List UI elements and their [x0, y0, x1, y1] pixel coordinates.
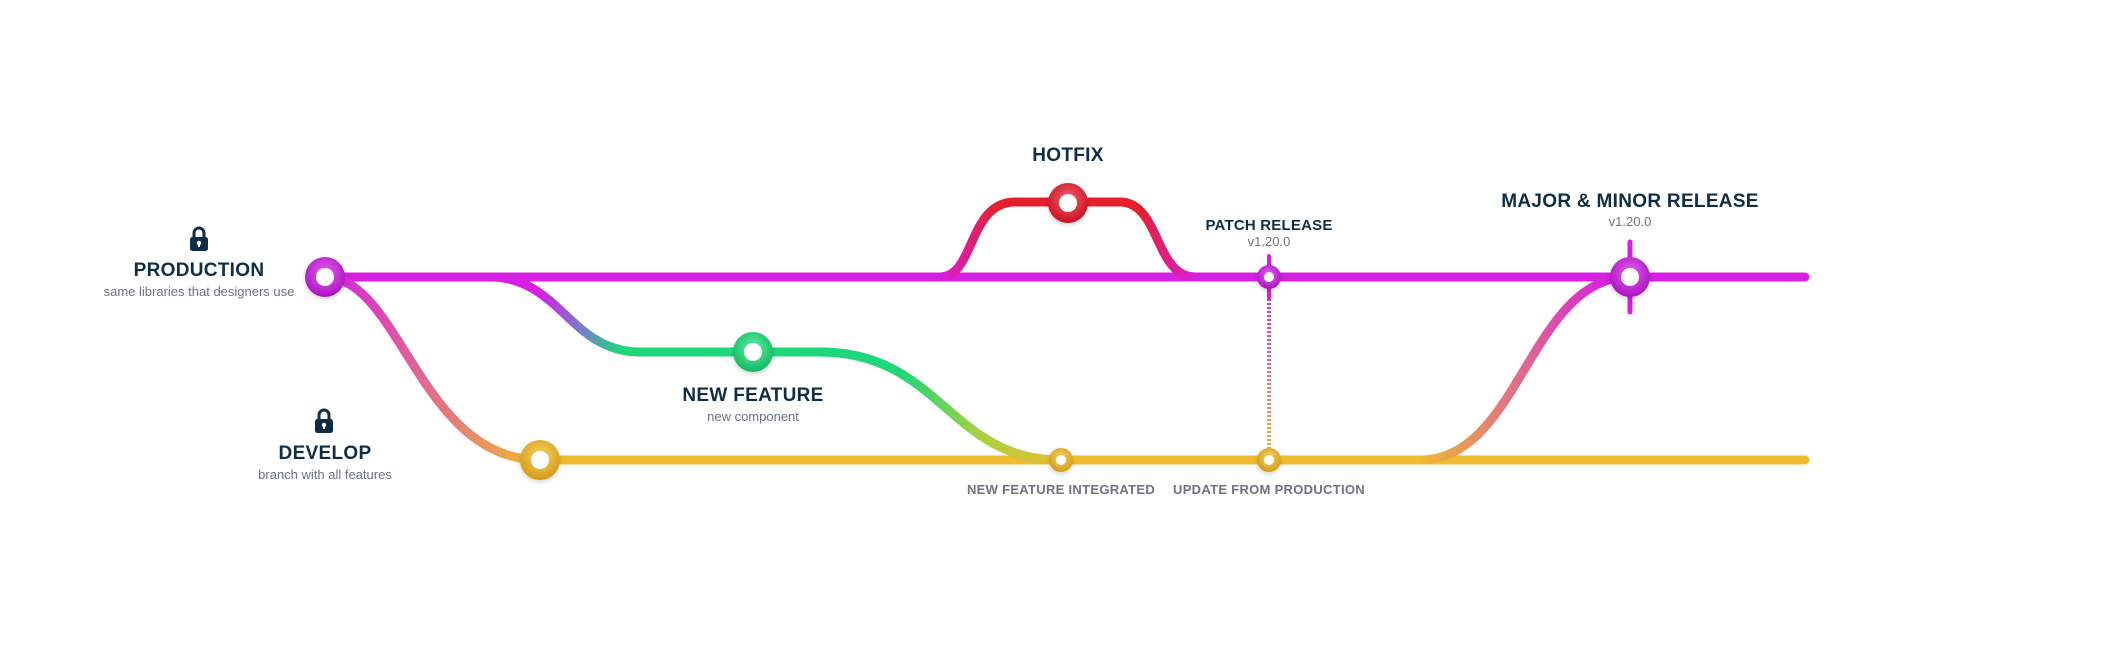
- hotfix-title: HOTFIX: [1032, 145, 1104, 166]
- production-subtitle: same libraries that designers use: [103, 284, 295, 299]
- new-feature-title: NEW FEATURE: [682, 385, 824, 406]
- new-feature-integrated-node[interactable]: [1049, 448, 1073, 472]
- update-from-production-node[interactable]: [1257, 448, 1281, 472]
- update-from-production-caption: UPDATE FROM PRODUCTION: [1173, 482, 1365, 497]
- develop-title: DEVELOP: [278, 443, 372, 464]
- new-feature-integrated-caption: NEW FEATURE INTEGRATED: [966, 482, 1156, 497]
- patch-release-title: PATCH RELEASE: [1205, 217, 1333, 234]
- production-start-node[interactable]: [305, 257, 345, 297]
- production-to-develop-curve: [320, 272, 545, 465]
- production-title: PRODUCTION: [133, 260, 265, 281]
- new-feature-subtitle: new component: [707, 409, 799, 424]
- feature-to-develop-curve: [815, 347, 1065, 465]
- new-feature-node[interactable]: [733, 332, 773, 372]
- lock-icon: [190, 226, 208, 251]
- major-minor-release-title: MAJOR & MINOR RELEASE: [1501, 191, 1759, 212]
- develop-start-node[interactable]: [520, 440, 560, 480]
- patch-release-node[interactable]: [1257, 265, 1281, 289]
- patch-release-version: v1.20.0: [1247, 234, 1291, 249]
- major-minor-release-version: v1.20.0: [1608, 214, 1652, 229]
- major-minor-release-node[interactable]: [1610, 257, 1650, 297]
- hotfix-node[interactable]: [1048, 183, 1088, 223]
- lock-icon: [315, 408, 333, 433]
- develop-to-production-curve: [1415, 272, 1635, 465]
- develop-subtitle: branch with all features: [258, 467, 392, 482]
